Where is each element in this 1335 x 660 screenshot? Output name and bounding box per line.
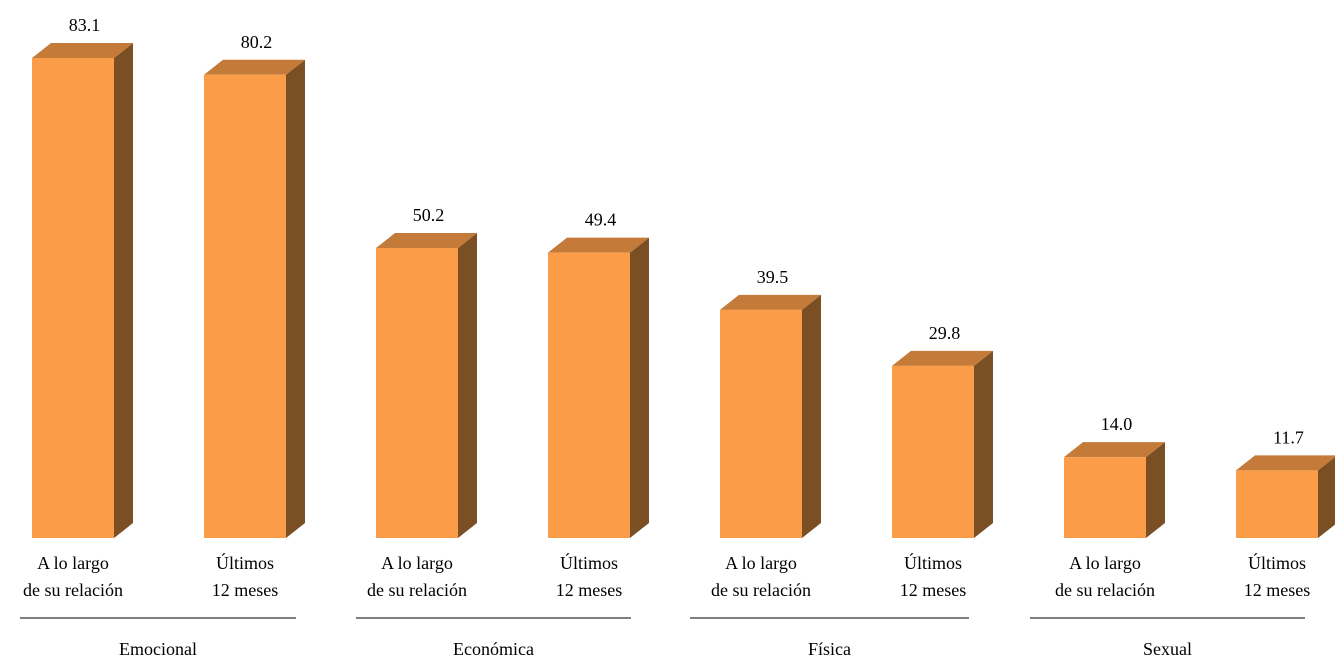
category-label: Últimos (1248, 552, 1306, 573)
data-label: 14.0 (1101, 414, 1133, 434)
bar (376, 248, 458, 538)
bar-side-face (1318, 456, 1335, 538)
bar (892, 365, 974, 538)
bar-side-face (458, 233, 477, 538)
bar-top-face (720, 294, 821, 310)
data-label: 83.1 (69, 15, 101, 35)
bar-side-face (1146, 442, 1165, 538)
category-label: de su relación (1055, 580, 1155, 600)
category-label: A lo largo (37, 553, 109, 573)
bar-side-face (802, 294, 821, 538)
bar (548, 252, 630, 538)
bar-top-face (204, 59, 305, 75)
category-label: de su relación (367, 580, 467, 600)
bar-top-face (892, 350, 993, 366)
category-label: de su relación (23, 580, 123, 600)
category-label: 12 meses (1244, 580, 1311, 600)
data-label: 80.2 (241, 32, 273, 52)
category-label: 12 meses (556, 580, 623, 600)
category-label: A lo largo (725, 553, 797, 573)
group-label: Física (808, 639, 851, 659)
data-label: 11.7 (1273, 427, 1304, 447)
group-label: Sexual (1143, 639, 1192, 659)
data-label: 49.4 (585, 210, 617, 230)
bar-side-face (114, 43, 133, 538)
bar-top-face (548, 237, 649, 253)
bar (720, 309, 802, 538)
bar-top-face (32, 43, 133, 58)
category-label: 12 meses (900, 580, 967, 600)
bar-side-face (286, 59, 305, 538)
bar (204, 74, 286, 538)
bar-top-face (1236, 455, 1335, 471)
category-label: A lo largo (381, 553, 453, 573)
bar (1236, 470, 1318, 538)
data-label: 50.2 (413, 205, 445, 225)
group-label: Emocional (119, 639, 197, 659)
category-label: Últimos (904, 552, 962, 573)
bar-top-face (376, 233, 477, 249)
category-label: Últimos (560, 552, 618, 573)
category-label: Últimos (216, 552, 274, 573)
group-label: Económica (453, 639, 534, 659)
bar-side-face (630, 237, 649, 538)
bar-top-face (1064, 442, 1165, 458)
category-label: A lo largo (1069, 553, 1141, 573)
category-label: 12 meses (212, 580, 279, 600)
bar (1064, 457, 1146, 538)
bar (32, 58, 114, 538)
data-label: 39.5 (757, 267, 789, 287)
data-label: 29.8 (929, 323, 961, 343)
bar-side-face (974, 350, 993, 538)
category-label: de su relación (711, 580, 811, 600)
